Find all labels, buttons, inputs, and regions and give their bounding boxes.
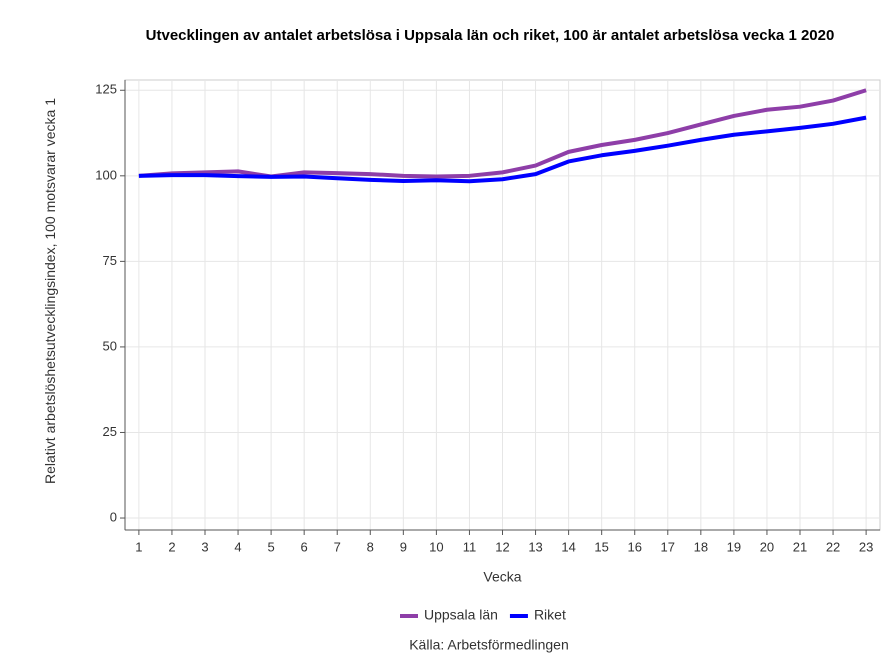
x-tick-label: 4: [234, 539, 241, 554]
y-tick-label: 100: [95, 167, 117, 182]
x-tick-label: 21: [793, 539, 807, 554]
x-tick-label: 8: [367, 539, 374, 554]
x-tick-label: 9: [400, 539, 407, 554]
x-tick-label: 11: [463, 539, 477, 554]
x-tick-label: 7: [334, 539, 341, 554]
x-tick-label: 16: [627, 539, 641, 554]
x-tick-label: 18: [694, 539, 708, 554]
legend-label: Riket: [534, 607, 566, 623]
x-tick-label: 2: [168, 539, 175, 554]
line-series: [138, 115, 867, 184]
x-tick-label: 6: [301, 539, 308, 554]
x-tick-label: 1: [135, 539, 142, 554]
x-tick-label: 19: [727, 539, 741, 554]
x-tick-label: 5: [267, 539, 274, 554]
y-tick-label: 25: [103, 424, 117, 439]
legend-label: Uppsala län: [424, 607, 498, 623]
x-axis-label: Vecka: [483, 569, 521, 585]
x-tick-label: 22: [826, 539, 840, 554]
x-tick-label: 23: [859, 539, 873, 554]
x-tick-label: 10: [429, 539, 443, 554]
x-tick-label: 3: [201, 539, 208, 554]
y-axis-label: Relativt arbetslöshetsutvecklingsindex, …: [42, 98, 58, 484]
x-tick-label: 20: [760, 539, 774, 554]
x-tick-label: 12: [495, 539, 509, 554]
y-tick-label: 125: [95, 82, 117, 97]
chart-title: Utvecklingen av antalet arbetslösa i Upp…: [145, 27, 835, 44]
x-tick-label: 14: [561, 539, 575, 554]
y-tick-label: 0: [110, 509, 117, 524]
x-tick-label: 13: [528, 539, 542, 554]
y-tick-label: 50: [103, 338, 117, 353]
x-tick-label: 15: [594, 539, 608, 554]
y-tick-label: 75: [103, 253, 117, 268]
source: Källa: Arbetsförmedlingen: [409, 637, 569, 653]
x-tick-label: 17: [661, 539, 675, 554]
